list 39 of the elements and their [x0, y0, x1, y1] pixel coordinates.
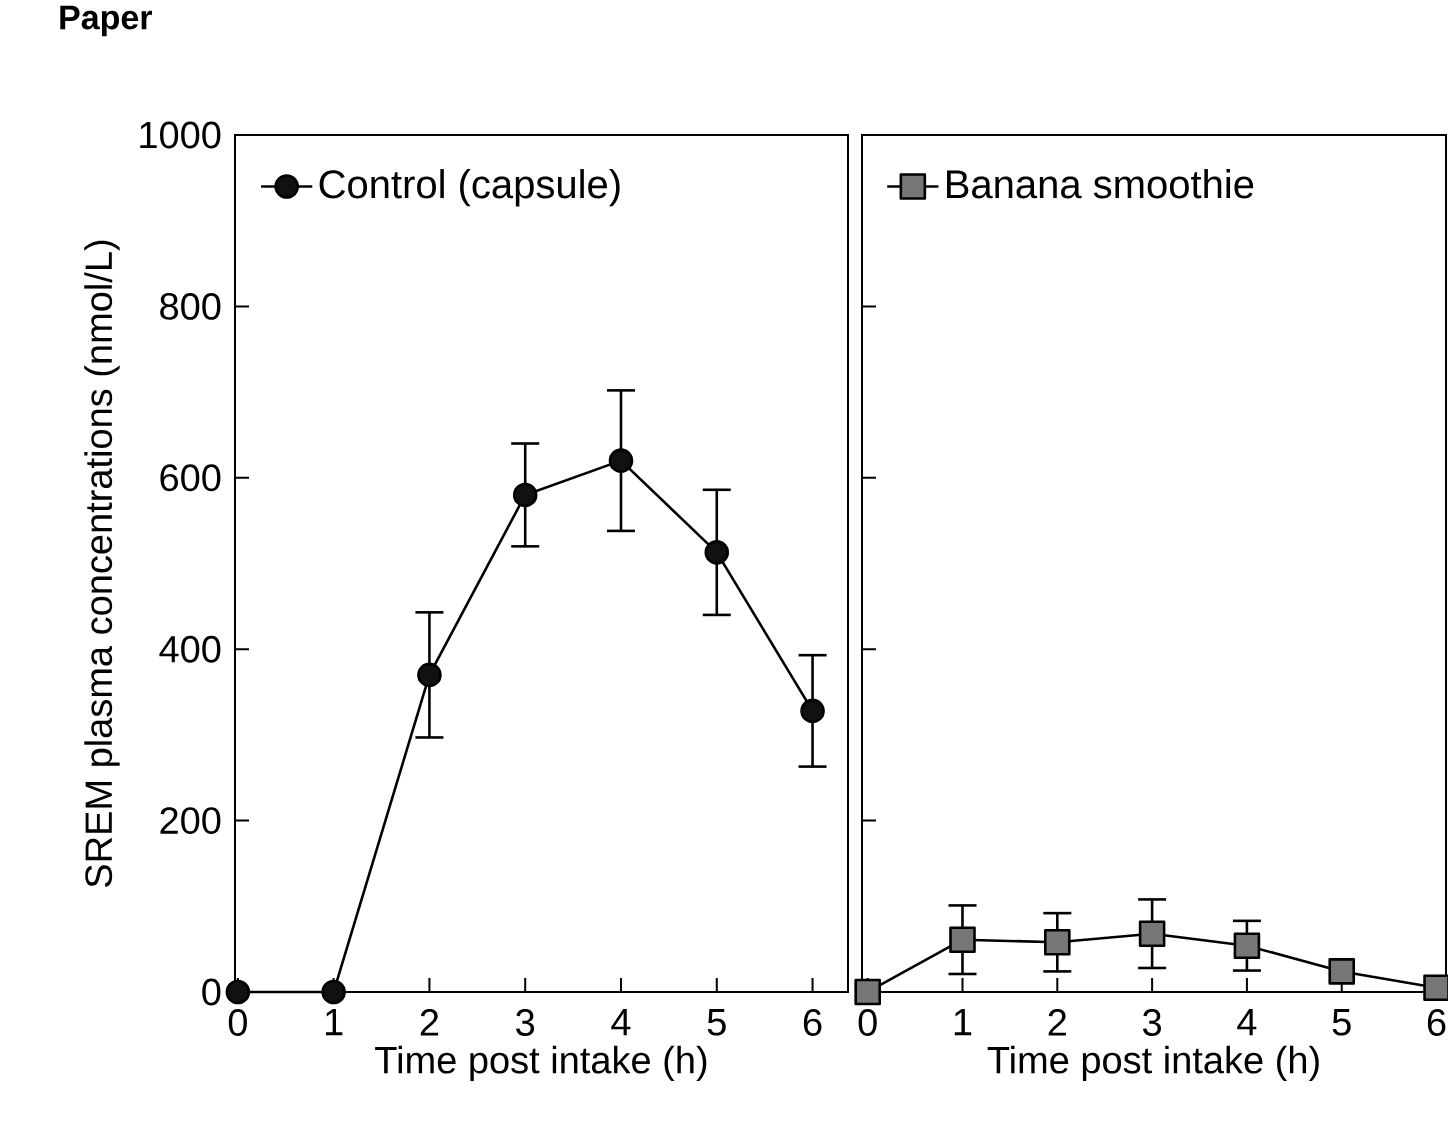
point	[949, 926, 976, 954]
y-tick-label: 1000	[140, 121, 221, 149]
x-tick-label: 0	[228, 1009, 247, 1036]
x-tick-label: 1	[325, 1009, 343, 1036]
x-tick-label: 1	[954, 1009, 972, 1036]
x-tick-label: 5	[1332, 1009, 1351, 1036]
x-tick-label: 3	[516, 1009, 535, 1036]
y-tick-label: 200	[160, 807, 221, 835]
x-axis-title: Time post intake (h)	[375, 1045, 707, 1082]
point	[800, 698, 825, 724]
point	[1233, 932, 1261, 960]
point	[1044, 928, 1071, 956]
point	[417, 662, 442, 688]
x-tick-label: 2	[420, 1009, 439, 1036]
x-tick-label: 5	[707, 1009, 726, 1036]
y-tick-label: 600	[160, 464, 221, 492]
point	[1328, 958, 1356, 985]
point	[1138, 920, 1166, 948]
x-tick-label: 3	[1142, 1009, 1161, 1036]
x-tick-label: 2	[1048, 1009, 1066, 1036]
point	[854, 978, 881, 1006]
x-tick-label: 0	[858, 1009, 877, 1036]
text: Paper	[60, 5, 152, 37]
point	[608, 448, 634, 473]
legend-label: Control (capsule)	[319, 169, 620, 207]
y-axis-title: SREM plasma concentrations (nmol/L)	[84, 240, 120, 887]
y-tick-label: 400	[159, 635, 221, 663]
x-axis-title: Time post intake (h)	[987, 1045, 1319, 1082]
x-tick-label: 6	[803, 1009, 822, 1036]
x-tick-label: 4	[1237, 1009, 1257, 1036]
legend-label: Banana smoothie	[947, 169, 1254, 199]
x-tick-label: 6	[1427, 1009, 1446, 1036]
point	[704, 540, 730, 565]
y-tick-label: 800	[160, 292, 221, 320]
x-tick-label: 4	[611, 1009, 631, 1036]
point	[225, 979, 251, 1005]
point	[321, 979, 346, 1005]
y-tick-label: 0	[202, 978, 221, 1006]
point	[512, 482, 538, 508]
